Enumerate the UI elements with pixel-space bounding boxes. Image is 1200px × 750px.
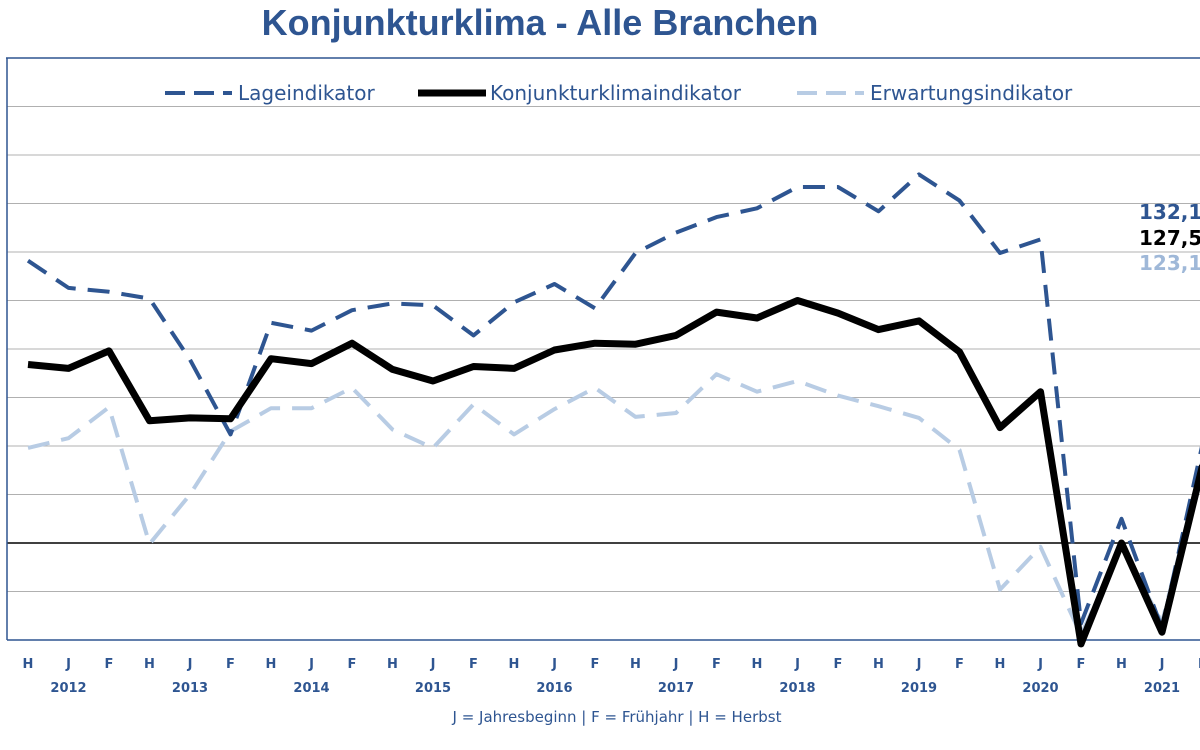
x-tick-label: F [348, 657, 357, 672]
x-tick-label: F [1198, 657, 1200, 672]
x-tick-label: F [105, 657, 114, 672]
x-tick-label: H [509, 657, 520, 672]
x-tick-label: F [955, 657, 964, 672]
year-label: 2013 [172, 681, 208, 696]
legend-label-erwartungsindikator: Erwartungsindikator [870, 81, 1073, 105]
year-label: 2019 [901, 681, 937, 696]
x-tick-label: F [1077, 657, 1086, 672]
x-tick-label: H [144, 657, 155, 672]
year-label: 2016 [536, 681, 572, 696]
x-tick-label: H [752, 657, 763, 672]
x-tick-label: F [226, 657, 235, 672]
x-tick-label: H [23, 657, 34, 672]
value-label-erwartungsindikator: 123,1 [1139, 251, 1200, 275]
x-tick-label: J [551, 657, 557, 672]
year-label: 2018 [779, 681, 815, 696]
x-tick-label: H [266, 657, 277, 672]
x-tick-label: J [794, 657, 800, 672]
year-label: 2021 [1144, 681, 1180, 696]
x-tick-label: H [873, 657, 884, 672]
x-tick-label: J [65, 657, 71, 672]
x-tick-label: H [630, 657, 641, 672]
x-tick-label: F [469, 657, 478, 672]
x-tick-label: H [1116, 657, 1127, 672]
year-label: 2015 [415, 681, 451, 696]
x-tick-label: F [834, 657, 843, 672]
x-tick-label: H [995, 657, 1006, 672]
x-tick-label: F [712, 657, 721, 672]
legend: Lageindikator Konjunkturklimaindikator E… [165, 81, 1073, 105]
year-label: 2014 [293, 681, 329, 696]
year-label: 2012 [50, 681, 86, 696]
value-label-konjunkturklimaindikator: 127,5 [1139, 226, 1200, 250]
x-tick-label: H [387, 657, 398, 672]
x-tick-label: J [1159, 657, 1165, 672]
x-tick-label: J [1037, 657, 1043, 672]
year-label: 2017 [658, 681, 694, 696]
x-tick-label: J [673, 657, 679, 672]
x-tick-label: F [591, 657, 600, 672]
x-tick-label: J [187, 657, 193, 672]
legend-label-lageindikator: Lageindikator [238, 81, 375, 105]
legend-label-konjunkturklima: Konjunkturklimaindikator [490, 81, 742, 105]
year-label: 2020 [1022, 681, 1058, 696]
series-line-erwartungsindikator [27, 372, 1200, 638]
chart-title: Konjunkturklima - Alle Branchen [261, 2, 819, 43]
footnote: J = Jahresbeginn | F = Frühjahr | H = He… [452, 708, 782, 726]
value-label-lageindikator: 132,1 [1139, 200, 1200, 224]
x-tick-label: J [308, 657, 314, 672]
x-tick-label: J [916, 657, 922, 672]
series-line-konjunkturklimaindikator [27, 297, 1200, 648]
x-tick-label: J [430, 657, 436, 672]
